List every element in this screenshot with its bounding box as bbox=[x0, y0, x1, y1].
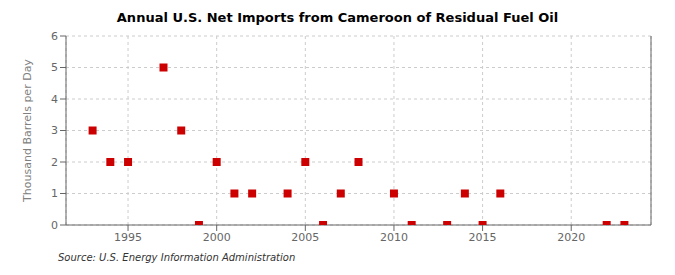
svg-text:6: 6 bbox=[51, 30, 58, 43]
svg-text:2015: 2015 bbox=[469, 231, 497, 244]
svg-text:2010: 2010 bbox=[380, 231, 408, 244]
svg-text:Thousand Barrels per Day: Thousand Barrels per Day bbox=[21, 59, 34, 203]
svg-text:0: 0 bbox=[51, 219, 58, 232]
svg-text:2000: 2000 bbox=[203, 231, 231, 244]
svg-text:2020: 2020 bbox=[557, 231, 585, 244]
svg-text:3: 3 bbox=[51, 124, 58, 137]
svg-text:4: 4 bbox=[51, 93, 58, 106]
html-text:Source: U.S. Energy Informatio: Source: U.S. Energy Information Administ… bbox=[58, 252, 296, 263]
svg-text:2: 2 bbox=[51, 156, 58, 169]
svg-text:5: 5 bbox=[51, 61, 58, 74]
svg-text:2005: 2005 bbox=[291, 231, 319, 244]
html-text:Annual U.S. Net Imports from C: Annual U.S. Net Imports from Cameroon of… bbox=[116, 10, 559, 25]
svg-text:1: 1 bbox=[51, 187, 58, 200]
svg-text:1995: 1995 bbox=[114, 231, 142, 244]
